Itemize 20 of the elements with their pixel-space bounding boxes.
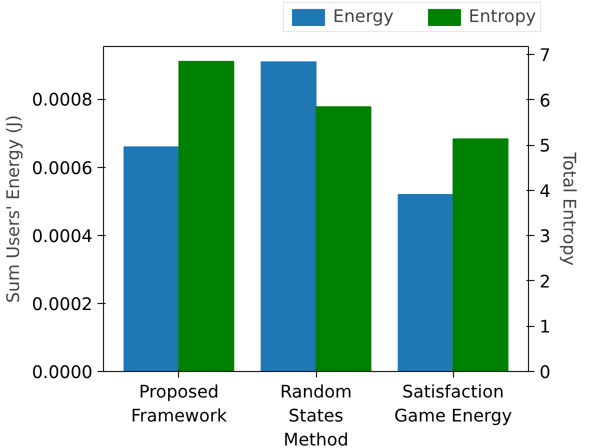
y2-tick-label: 4 (540, 182, 551, 202)
y2-tick-label: 6 (540, 91, 551, 112)
y-axis-title: Sum Users' Energy (J) (4, 115, 24, 303)
y2-tick-label: 7 (540, 46, 551, 66)
x-tick-label: Satisfaction Game Energy (394, 382, 512, 426)
y-tick-label: 0.0006 (32, 158, 93, 179)
y-tick-label: 0.0004 (32, 226, 93, 247)
y2-tick-label: 0 (540, 363, 551, 383)
x-tick-label: Random States Method (280, 382, 352, 448)
legend-label: Energy (333, 7, 394, 27)
x-tick-label: Proposed Framework (130, 382, 227, 426)
y-tick-label: 0.0008 (32, 90, 93, 111)
y2-tick-label: 5 (540, 136, 551, 157)
y-tick-label: 0.0000 (32, 363, 93, 383)
y2-tick-label: 3 (540, 227, 551, 248)
y2-axis-title: Total Entropy (558, 151, 579, 266)
legend-label: Entropy (468, 7, 536, 27)
y2-tick-label: 2 (540, 272, 551, 292)
y2-tick-label: 1 (540, 318, 551, 338)
y-tick-label: 0.0002 (32, 294, 93, 315)
